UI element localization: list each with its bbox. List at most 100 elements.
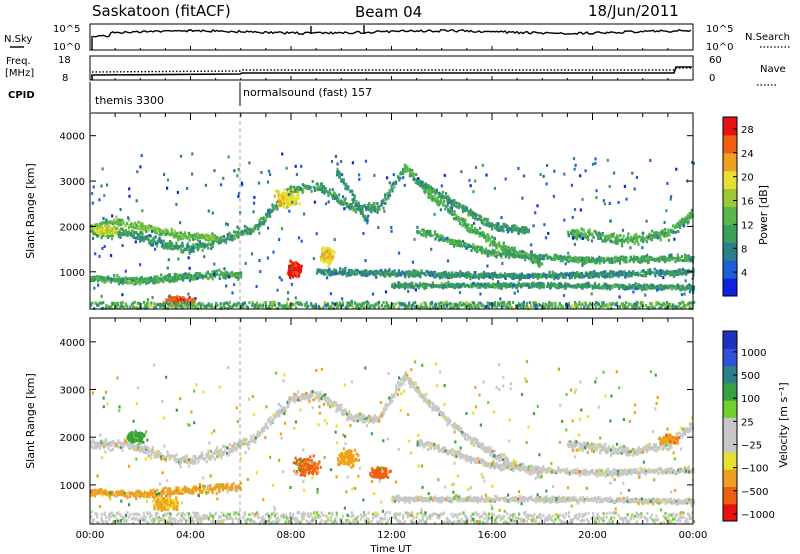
power-echo-cell bbox=[411, 168, 414, 172]
power-echo-cell bbox=[679, 270, 682, 274]
power-echo-cell bbox=[228, 237, 231, 241]
power-echo-cell bbox=[109, 226, 112, 230]
power-echo-cell bbox=[108, 221, 111, 224]
power-echo-cell bbox=[613, 260, 616, 264]
power-echo-cell bbox=[687, 271, 690, 274]
power-echo-cell bbox=[474, 215, 477, 219]
power-echo-cell bbox=[94, 229, 97, 233]
power-echo-cell bbox=[146, 280, 149, 284]
power-echo-cell bbox=[572, 271, 575, 275]
power-echo-cell bbox=[393, 273, 396, 277]
power-echo-cell bbox=[190, 301, 194, 305]
power-echo-cell bbox=[328, 188, 331, 192]
power-echo-cell bbox=[678, 256, 681, 260]
power-echo-cell bbox=[629, 237, 632, 241]
power-echo-cell bbox=[171, 232, 174, 235]
power-echo-cell bbox=[254, 226, 257, 230]
power-echo-cell bbox=[603, 238, 606, 242]
power-echo-cell bbox=[188, 302, 191, 306]
power-echo-cell bbox=[468, 230, 471, 233]
power-echo-cell bbox=[215, 236, 218, 240]
power-echo-cell bbox=[658, 235, 662, 239]
power-echo-cell bbox=[342, 268, 345, 272]
power-echo-cell bbox=[100, 275, 103, 279]
power-echo-cell bbox=[119, 235, 122, 239]
power-echo-cell bbox=[418, 272, 421, 276]
power-echo-cell bbox=[147, 238, 150, 241]
power-echo-cell bbox=[459, 285, 462, 289]
power-echo-cell bbox=[162, 242, 165, 246]
power-echo-cell bbox=[438, 274, 441, 278]
power-echo-cell bbox=[100, 225, 103, 229]
power-echo-cell bbox=[563, 256, 566, 260]
power-echo-cell bbox=[387, 196, 390, 200]
power-echo-cell bbox=[649, 286, 652, 290]
power-echo-cell bbox=[277, 202, 280, 206]
power-echo-cell bbox=[553, 253, 556, 257]
power-echo-cell bbox=[243, 224, 246, 228]
power-echo-cell bbox=[175, 235, 179, 239]
power-echo-cell bbox=[684, 219, 687, 223]
power-echo-cell bbox=[657, 270, 660, 274]
power-echo-cell bbox=[172, 301, 176, 305]
power-echo-cell bbox=[514, 276, 517, 280]
power-echo-cell bbox=[459, 242, 462, 246]
power-echo-cell bbox=[653, 231, 656, 235]
power-echo-cell bbox=[569, 232, 573, 235]
power-echo-cell bbox=[352, 206, 355, 210]
power-echo-cell bbox=[512, 277, 515, 281]
power-echo-cell bbox=[580, 235, 583, 239]
power-echo-cell bbox=[614, 255, 617, 259]
power-echo-cell bbox=[224, 306, 227, 310]
power-echo-cell bbox=[508, 256, 511, 259]
power-echo-cell bbox=[191, 237, 195, 241]
power-echo-cell bbox=[165, 298, 168, 302]
power-echo-cell bbox=[508, 283, 511, 287]
power-echo-cell bbox=[399, 271, 402, 275]
power-echo-cell bbox=[608, 237, 611, 241]
power-echo-cell bbox=[493, 250, 496, 254]
power-echo-cell bbox=[162, 301, 165, 305]
power-echo-cell bbox=[224, 237, 227, 241]
power-echo-cell bbox=[489, 240, 492, 244]
power-echo-cell bbox=[684, 257, 687, 261]
nave-label: Nave bbox=[760, 64, 786, 75]
power-echo-cell bbox=[452, 244, 456, 248]
power-echo-cell bbox=[641, 287, 644, 291]
power-echo-cell bbox=[157, 237, 160, 241]
power-echo-cell bbox=[150, 301, 153, 305]
power-echo-cell bbox=[477, 284, 480, 288]
power-echo-cell bbox=[167, 298, 170, 302]
power-echo-cell bbox=[122, 281, 125, 285]
power-echo-cell bbox=[396, 175, 400, 179]
power-echo-cell bbox=[320, 271, 323, 275]
power-echo-cell bbox=[366, 221, 369, 225]
power-echo-cell bbox=[391, 182, 394, 186]
power-echo-cell bbox=[606, 275, 609, 279]
power-echo-cell bbox=[661, 232, 664, 236]
power-echo-cell bbox=[469, 212, 472, 216]
power-echo-cell bbox=[210, 247, 213, 251]
power-echo-cell bbox=[681, 271, 684, 275]
power-echo-cell bbox=[525, 230, 528, 234]
power-echo-cell bbox=[90, 302, 93, 306]
power-echo-cell bbox=[634, 282, 637, 286]
power-echo-cell bbox=[271, 206, 274, 210]
power-echo-cell bbox=[126, 231, 129, 235]
power-echo-cell bbox=[483, 282, 487, 286]
power-echo-cell bbox=[593, 229, 596, 233]
power-echo-cell bbox=[592, 273, 595, 276]
power-echo-cell bbox=[245, 226, 249, 230]
power-echo-cell bbox=[177, 231, 180, 235]
power-echo-cell bbox=[597, 236, 600, 240]
power-echo-cell bbox=[91, 301, 94, 305]
power-echo-cell bbox=[593, 281, 597, 285]
cpid-label: CPID bbox=[8, 90, 35, 101]
power-echo-cell bbox=[480, 232, 483, 236]
power-echo-cell bbox=[148, 241, 151, 245]
power-echo-cell bbox=[233, 272, 236, 276]
power-echo-cell bbox=[154, 279, 157, 282]
power-echo-cell bbox=[444, 270, 447, 274]
power-echo-cell bbox=[135, 223, 138, 227]
